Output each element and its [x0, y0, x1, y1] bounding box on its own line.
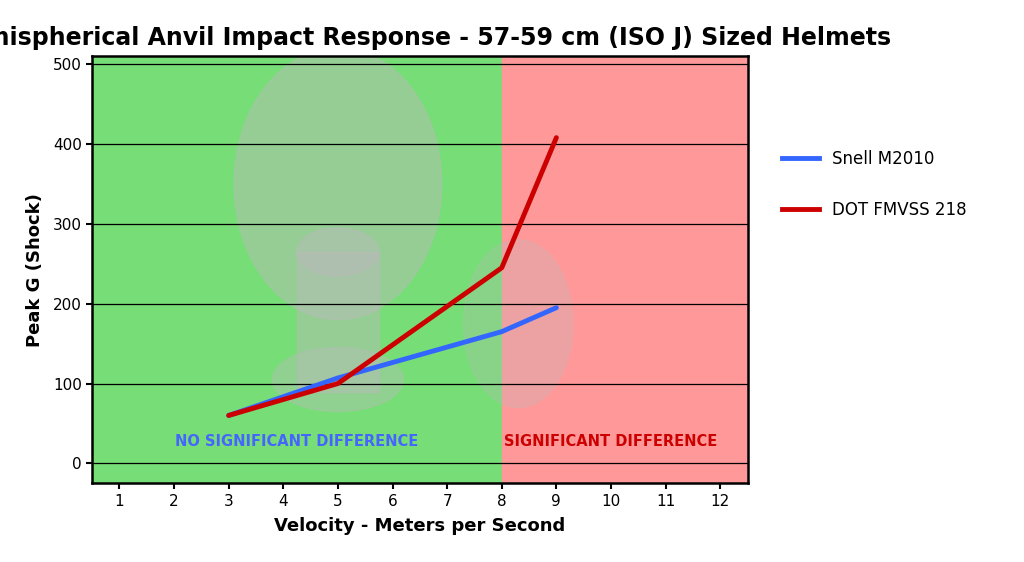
- Title: Hemispherical Anvil Impact Response - 57-59 cm (ISO J) Sized Helmets: Hemispherical Anvil Impact Response - 57…: [0, 26, 891, 50]
- X-axis label: Velocity - Meters per Second: Velocity - Meters per Second: [274, 517, 565, 535]
- Legend: Snell M2010, DOT FMVSS 218: Snell M2010, DOT FMVSS 218: [782, 150, 967, 219]
- Y-axis label: Peak G (Shock): Peak G (Shock): [27, 193, 44, 347]
- Ellipse shape: [297, 228, 379, 276]
- Bar: [502, 56, 748, 483]
- Text: SIGNIFICANT DIFFERENCE: SIGNIFICANT DIFFERENCE: [505, 433, 718, 448]
- Ellipse shape: [464, 240, 572, 407]
- Text: NO SIGNIFICANT DIFFERENCE: NO SIGNIFICANT DIFFERENCE: [175, 433, 419, 448]
- Ellipse shape: [272, 348, 403, 411]
- Ellipse shape: [234, 48, 441, 320]
- Bar: [92, 56, 502, 483]
- FancyBboxPatch shape: [297, 252, 379, 392]
